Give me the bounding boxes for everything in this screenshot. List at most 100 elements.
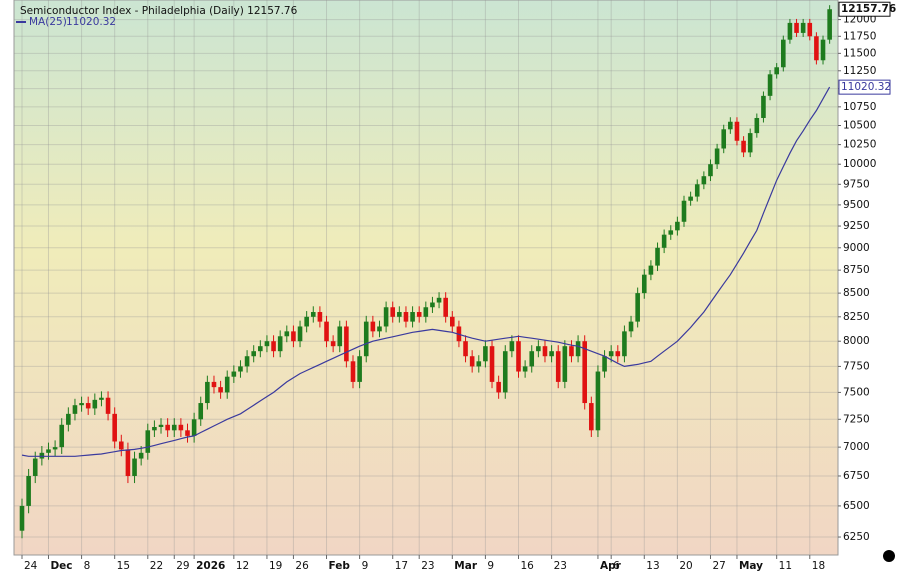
candle-body xyxy=(436,297,442,303)
candle-body xyxy=(655,247,660,266)
candle-body xyxy=(562,346,568,382)
candle-body xyxy=(271,341,276,352)
candle-body xyxy=(781,39,786,68)
candle-body xyxy=(258,346,263,352)
legend-value: 11020.32 xyxy=(66,16,116,28)
x-tick-label: 16 xyxy=(521,560,535,572)
candle-body xyxy=(291,331,296,342)
candle-body xyxy=(350,361,356,382)
candle-body xyxy=(728,121,733,130)
candle-body xyxy=(357,356,362,382)
candle-body xyxy=(734,121,740,141)
candle-body xyxy=(92,399,98,409)
candle-body xyxy=(450,316,455,327)
candle-body xyxy=(198,403,204,420)
x-tick-label: 19 xyxy=(269,560,282,572)
ma-value-tag-label: 11020.32 xyxy=(841,81,891,93)
candle-body xyxy=(602,356,607,372)
y-tick-label: 9500 xyxy=(843,199,870,211)
candle-body xyxy=(52,447,58,450)
candle-body xyxy=(105,397,111,414)
candle-body xyxy=(542,346,548,357)
ma-line xyxy=(21,86,831,457)
x-tick-label: 15 xyxy=(117,560,130,572)
candle-body xyxy=(661,234,667,248)
y-tick-label: 9750 xyxy=(843,178,870,190)
candle-body xyxy=(324,321,329,342)
candle-body xyxy=(79,403,84,406)
candle-body xyxy=(377,326,382,332)
candle-body xyxy=(211,381,217,388)
y-tick-label: 8500 xyxy=(843,287,870,299)
candle-body xyxy=(165,424,170,431)
candle-body xyxy=(26,475,31,506)
x-tick-label: 22 xyxy=(150,560,163,572)
x-tick-label: Feb xyxy=(329,560,351,572)
candle-body xyxy=(231,371,237,377)
x-tick-label: 17 xyxy=(395,560,408,572)
candle-body xyxy=(284,331,290,337)
candle-body xyxy=(721,129,727,149)
x-tick-label: 12 xyxy=(236,560,249,572)
candle-body xyxy=(443,297,448,317)
y-tick-label: 7500 xyxy=(843,386,870,398)
candle-body xyxy=(112,413,117,442)
candle-body xyxy=(297,326,303,342)
candle-body xyxy=(589,403,594,431)
candle-body xyxy=(615,351,621,357)
candle-body xyxy=(641,274,647,294)
candle-body xyxy=(85,403,91,409)
y-tick-label: 6750 xyxy=(843,470,870,482)
candle-body xyxy=(119,441,124,450)
y-tick-label: 11250 xyxy=(843,65,876,77)
candle-body xyxy=(191,419,197,436)
x-tick-label: 2026 xyxy=(196,560,225,572)
candle-body xyxy=(370,321,376,332)
candle-body xyxy=(754,117,760,134)
price-tag xyxy=(838,1,891,17)
x-tick-label: 23 xyxy=(421,560,434,572)
x-tick-label: 9 xyxy=(362,560,369,572)
y-tick-label: 6250 xyxy=(843,531,870,543)
x-tick-label: 18 xyxy=(812,560,825,572)
candle-body xyxy=(72,405,78,414)
candle-body xyxy=(310,312,316,317)
candle-body xyxy=(178,424,184,431)
x-tick-label: 27 xyxy=(712,560,725,572)
candle-body xyxy=(794,22,799,33)
y-tick-label: 10500 xyxy=(843,120,876,132)
candle-body xyxy=(529,351,535,367)
candle-body xyxy=(469,356,475,367)
plot-layer xyxy=(14,0,838,555)
candle-body xyxy=(714,148,720,165)
candle-body xyxy=(205,381,210,404)
candle-body xyxy=(628,321,634,332)
candle-body xyxy=(582,341,587,404)
candle-body xyxy=(555,351,561,382)
candle-body xyxy=(635,293,640,322)
x-tick-label: 23 xyxy=(554,560,567,572)
candle-body xyxy=(224,376,230,393)
y-tick-label: 7000 xyxy=(843,441,870,453)
candle-body xyxy=(820,39,826,61)
x-tick-label: 6 xyxy=(613,560,620,572)
candle-body xyxy=(509,341,515,352)
candle-body xyxy=(807,22,813,37)
candle-body xyxy=(430,302,435,308)
candle-body xyxy=(138,452,144,459)
corner-dot xyxy=(883,550,895,562)
y-tick-label: 11500 xyxy=(843,47,876,59)
candle-body xyxy=(688,196,693,201)
candle-body xyxy=(701,176,707,185)
candle-body xyxy=(549,351,554,357)
price-tag-label: 12157.76 xyxy=(841,3,896,15)
y-tick-label: 8250 xyxy=(843,311,870,323)
candle-body xyxy=(46,449,51,453)
candle-body xyxy=(827,9,832,40)
candle-body xyxy=(383,307,389,327)
candle-body xyxy=(502,351,508,393)
candle-body xyxy=(39,452,45,459)
candle-body xyxy=(99,397,104,400)
candle-body xyxy=(390,307,396,317)
